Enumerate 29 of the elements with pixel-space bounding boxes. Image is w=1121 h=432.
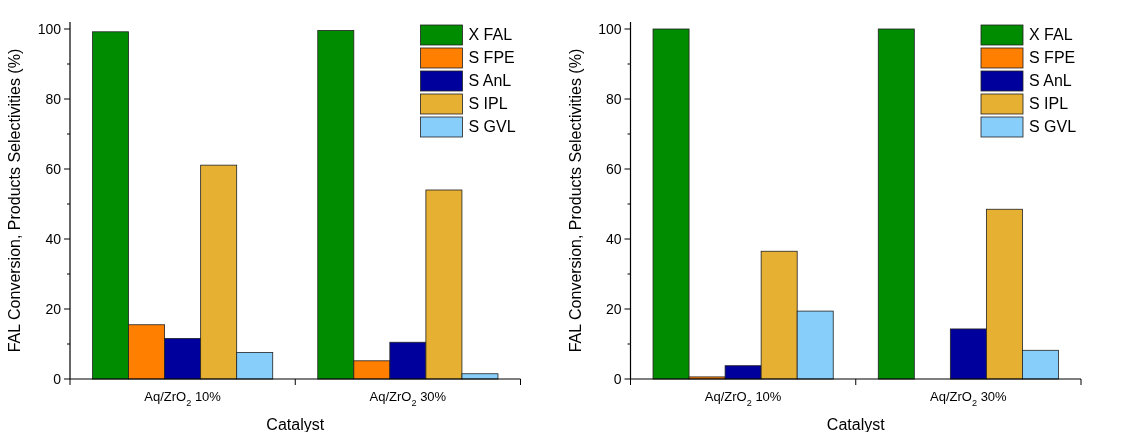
legend-label: S IPL: [468, 95, 508, 112]
y-tick-label: 40: [45, 230, 62, 247]
y-tick-label: 100: [37, 20, 62, 37]
legend-label: X FAL: [468, 26, 513, 43]
legend-label: S IPL: [1029, 95, 1069, 112]
y-tick-label: 80: [45, 90, 62, 107]
legend-label: S FPE: [1029, 49, 1076, 66]
legend-label: S AnL: [1029, 72, 1072, 89]
x-tick-label: Aq/ZrO$_{2}$ 30%: [369, 389, 447, 408]
x-tick-label: Aq/ZrO$_{2}$ 10%: [704, 389, 782, 408]
y-tick-label: 60: [605, 160, 622, 177]
y-axis-title: FAL Conversion, Products Selectivities (%): [6, 48, 23, 353]
y-tick-label: 0: [53, 370, 62, 387]
bar: [877, 28, 915, 380]
legend-label: S GVL: [1029, 118, 1077, 135]
legend-label: S FPE: [468, 49, 515, 66]
y-tick-label: 40: [605, 230, 622, 247]
y-tick-label: 0: [613, 370, 622, 387]
x-tick-label: Aq/ZrO$_{2}$ 30%: [930, 389, 1008, 408]
legend-label: S GVL: [468, 118, 516, 135]
y-tick-label: 20: [605, 300, 622, 317]
y-axis-title: FAL Conversion, Products Selectivities (%): [566, 48, 584, 353]
legend-label: S AnL: [468, 72, 512, 89]
y-tick-label: 80: [605, 90, 622, 107]
y-tick-label: 100: [598, 20, 622, 37]
y-tick-label: 60: [45, 160, 62, 177]
x-tick-label: Aq/ZrO$_{2}$ 10%: [144, 389, 222, 408]
y-tick-label: 20: [45, 300, 62, 317]
legend-label: X FAL: [1029, 26, 1073, 43]
